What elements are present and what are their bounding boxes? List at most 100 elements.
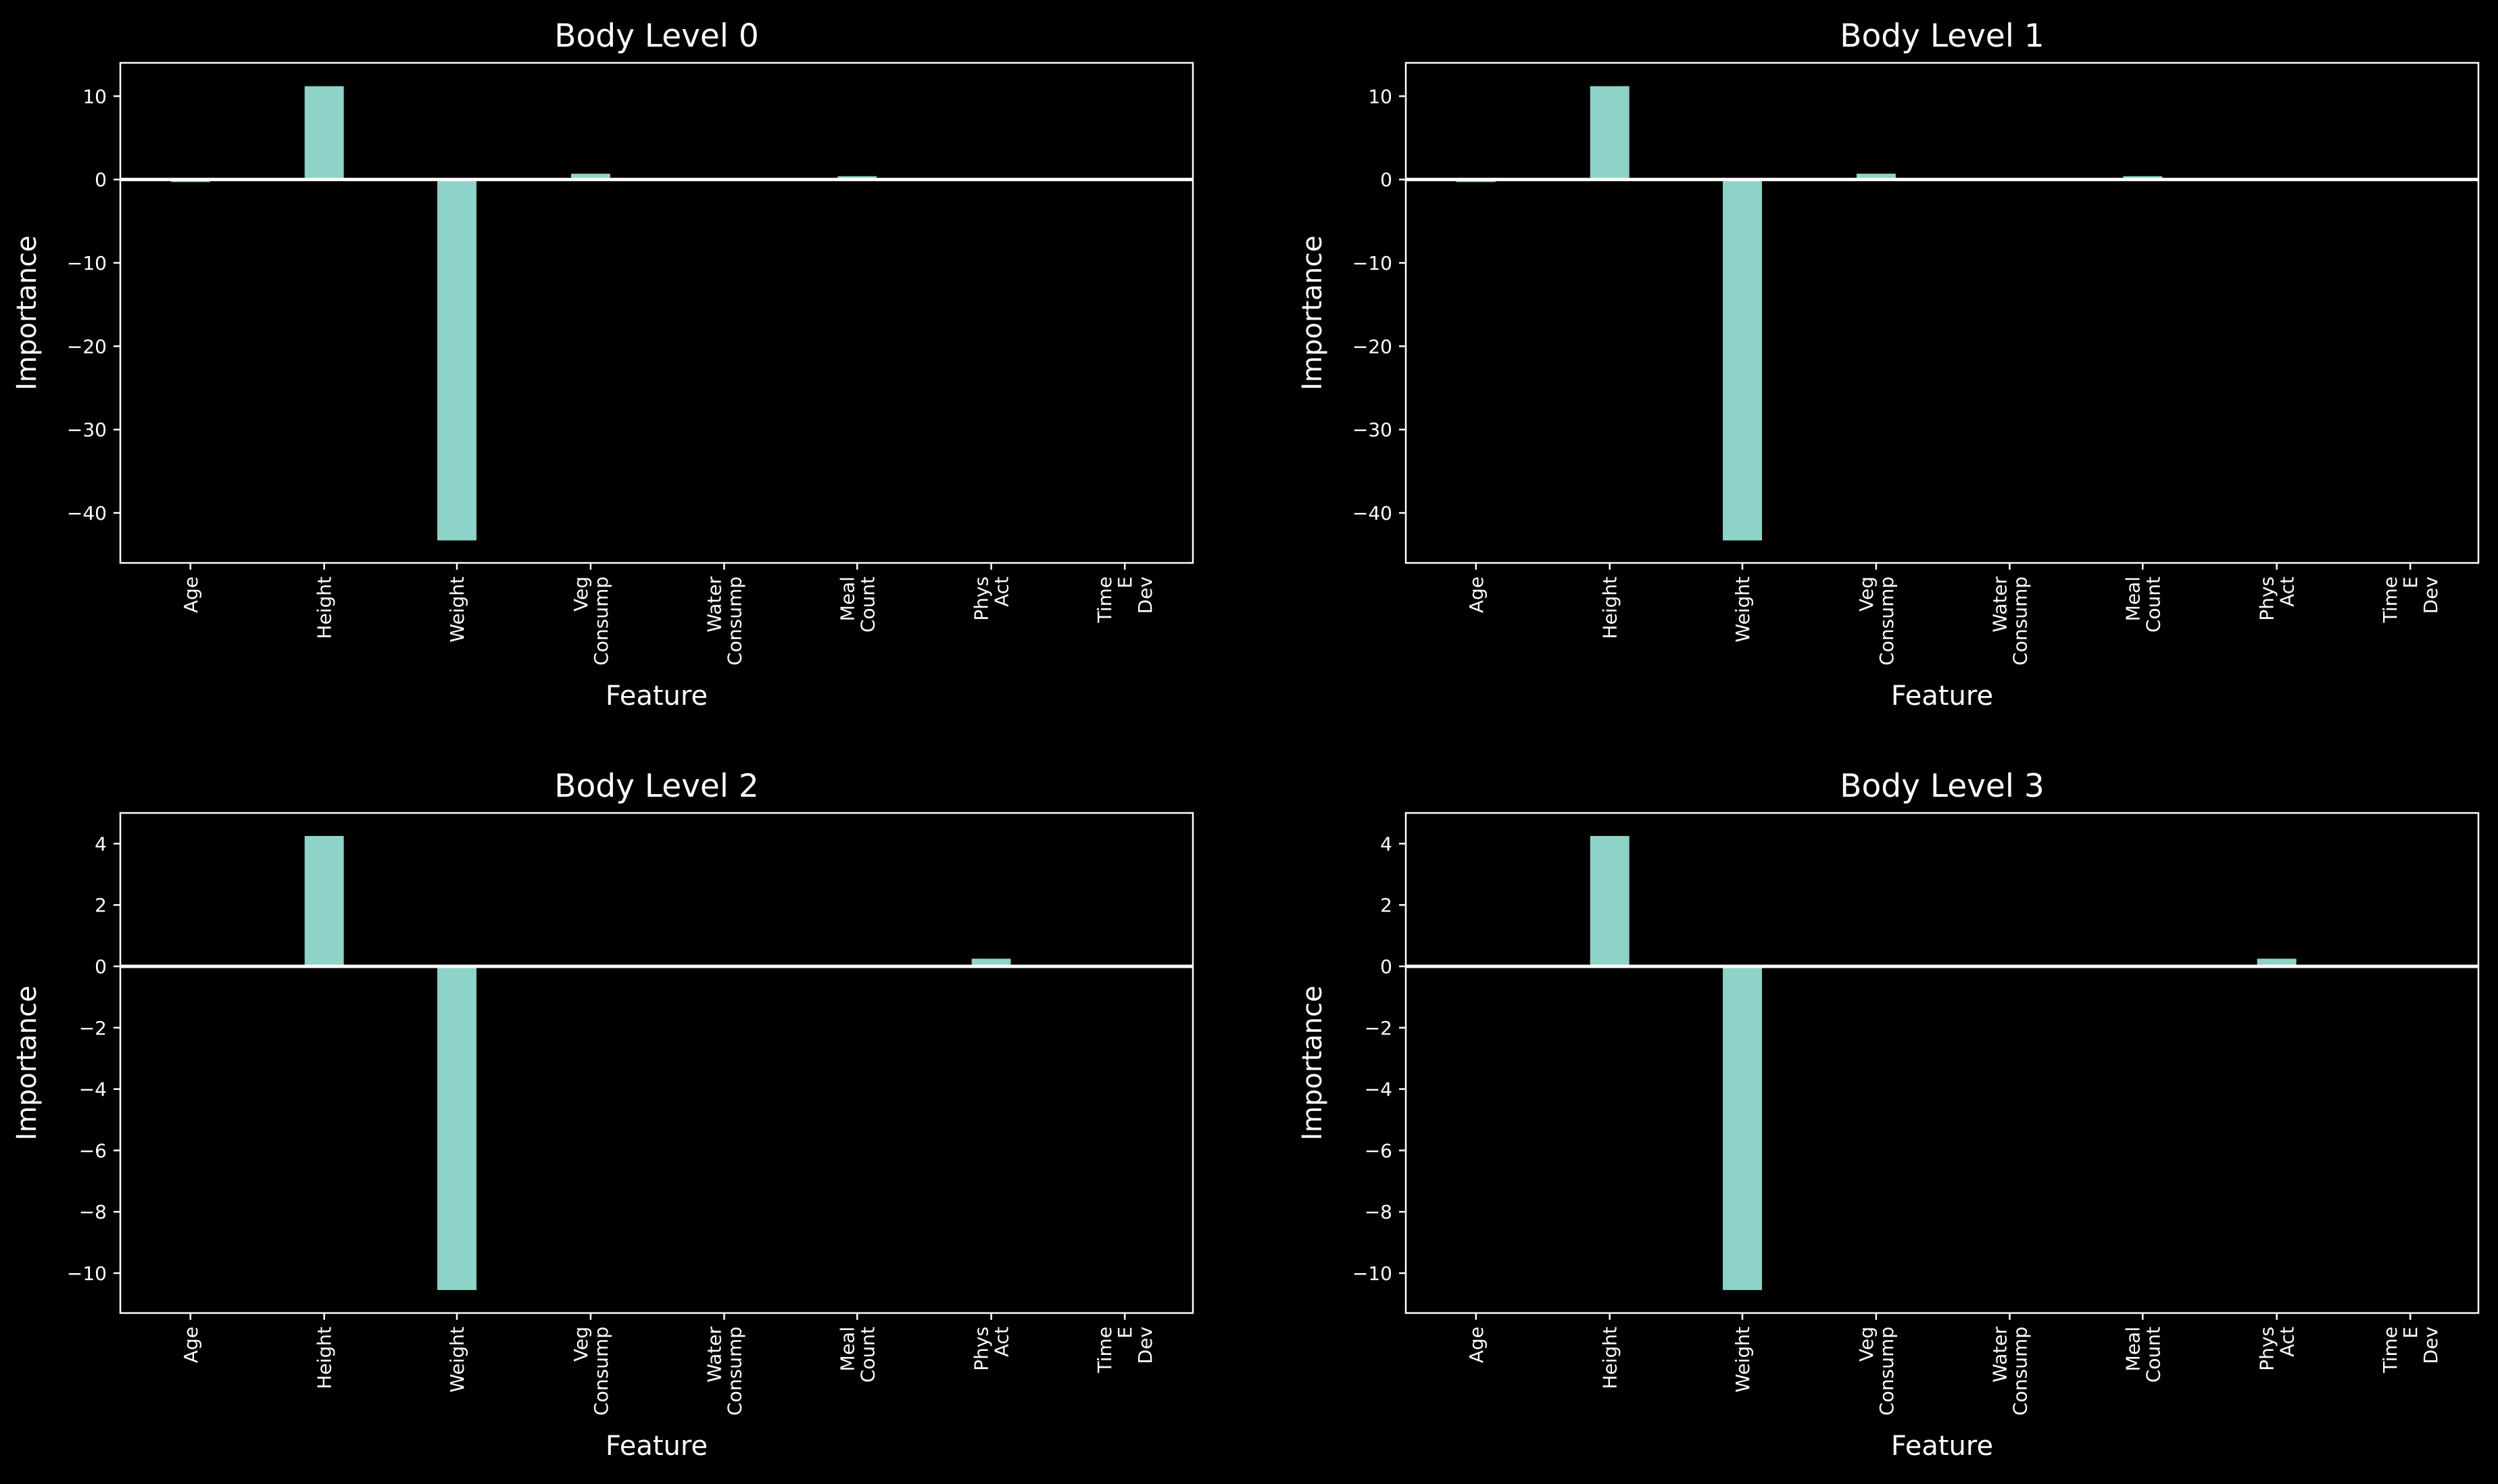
x-tick-label-line: Water	[1988, 576, 2011, 633]
y-tick-label: 0	[95, 956, 107, 978]
x-tick-label: WaterConsump	[703, 576, 745, 666]
x-tick-label-line: Veg	[570, 1327, 592, 1362]
bar	[1723, 966, 1762, 1290]
y-axis-label: Importance	[1297, 985, 1328, 1140]
bar	[304, 836, 344, 966]
x-tick-label-line: Count	[856, 1327, 879, 1383]
y-tick-label: −6	[1365, 1139, 1392, 1162]
x-tick-label-line: Meal	[836, 576, 858, 621]
x-tick-label-line: Act	[991, 576, 1013, 607]
x-tick-label-line: Meal	[836, 1327, 858, 1371]
x-tick-label-line: Weight	[446, 576, 468, 643]
x-tick-label: Age	[180, 576, 202, 613]
x-tick-label: Height	[314, 576, 336, 639]
x-tick-label: VegConsump	[570, 576, 612, 666]
x-tick-label-line: Dev	[1134, 576, 1156, 614]
x-tick-label: Height	[1599, 1327, 1621, 1389]
x-tick-label-line: Consump	[723, 576, 745, 666]
x-tick-label: WaterConsump	[703, 1327, 745, 1416]
x-tick-label: TimeEDev	[1094, 576, 1156, 624]
x-tick-label-line: Height	[314, 1327, 336, 1389]
x-tick-label: Weight	[1732, 576, 1754, 643]
x-tick-label-line: Phys	[2256, 1327, 2278, 1371]
x-tick-label-line: Act	[2276, 576, 2299, 607]
x-tick-label-line: Age	[1465, 576, 1488, 613]
y-tick-label: −4	[1365, 1079, 1392, 1101]
y-tick-label: 0	[95, 169, 107, 191]
y-tick-label: −2	[1365, 1017, 1392, 1039]
x-tick-label: WaterConsump	[1988, 1327, 2031, 1416]
x-tick-label: TimeEDev	[2379, 576, 2442, 624]
x-tick-label-line: Dev	[2420, 1327, 2442, 1364]
x-tick-label-line: Veg	[1855, 576, 1878, 612]
y-tick-label: −10	[67, 1262, 107, 1285]
y-tick-label: 2	[95, 894, 107, 916]
x-tick-label: MealCount	[836, 1327, 879, 1383]
x-tick-label-line: Water	[1988, 1327, 2011, 1383]
x-tick-label-line: E	[2399, 1327, 2422, 1339]
x-tick-label-line: Phys	[2256, 576, 2278, 621]
x-tick-label-line: Consump	[590, 576, 612, 666]
x-tick-label-line: Weight	[1732, 1327, 1754, 1393]
x-tick-label: PhysAct	[2256, 1327, 2299, 1371]
panel-title: Body Level 0	[554, 18, 759, 55]
bar	[1723, 179, 1762, 541]
plot-frame	[1404, 61, 2480, 564]
x-tick-label: MealCount	[2122, 576, 2164, 633]
y-tick-label: 0	[1380, 169, 1392, 191]
x-tick-label-line: Age	[1465, 1327, 1488, 1363]
plot-frame	[1404, 812, 2480, 1314]
x-tick-label-line: Consump	[590, 1327, 612, 1416]
y-tick-label: −30	[67, 419, 107, 441]
bar	[1856, 174, 1896, 180]
x-tick-label: PhysAct	[971, 1327, 1013, 1371]
x-tick-label: VegConsump	[1855, 1327, 1898, 1416]
y-tick-label: −8	[1365, 1201, 1392, 1223]
x-tick-label-line: Time	[1094, 576, 1116, 624]
y-tick-label: −10	[1352, 1262, 1392, 1285]
x-tick-label: MealCount	[836, 576, 879, 633]
x-tick-label-line: Act	[991, 1327, 1013, 1357]
x-tick-label-line: E	[1114, 1327, 1136, 1339]
x-tick-label-line: E	[1114, 576, 1136, 589]
panel-title: Body Level 1	[1840, 18, 2044, 55]
y-tick-label: −20	[1352, 335, 1392, 357]
x-tick-label-line: Water	[703, 576, 725, 633]
x-tick-label: Weight	[1732, 1327, 1754, 1393]
x-tick-label: Age	[1465, 1327, 1488, 1363]
x-tick-label-line: Meal	[2122, 576, 2144, 621]
y-tick-label: −40	[1352, 502, 1392, 524]
x-tick-label-line: Height	[1599, 576, 1621, 639]
y-tick-label: −8	[79, 1201, 107, 1223]
x-tick-label: TimeEDev	[1094, 1327, 1156, 1374]
y-tick-label: 10	[82, 85, 107, 107]
y-axis-label: Importance	[11, 985, 43, 1140]
x-tick-label: PhysAct	[971, 576, 1013, 621]
x-tick-label: Height	[314, 1327, 336, 1389]
x-tick-label-line: Age	[180, 576, 202, 613]
x-axis-label: Feature	[1891, 1431, 1993, 1462]
y-tick-label: −10	[1352, 252, 1392, 274]
x-tick-label-line: E	[2399, 576, 2422, 589]
x-tick-label-line: Water	[703, 1327, 725, 1383]
x-tick-label-line: Count	[856, 576, 879, 633]
y-tick-label: 0	[1380, 956, 1392, 978]
x-tick-label-line: Height	[1599, 1327, 1621, 1389]
x-tick-label: Weight	[446, 1327, 468, 1393]
x-axis-label: Feature	[606, 1431, 708, 1462]
y-tick-label: 4	[95, 833, 107, 855]
bar	[1590, 836, 1630, 966]
y-axis-label: Importance	[1297, 235, 1328, 390]
x-tick-label-line: Time	[2379, 576, 2401, 624]
y-tick-label: 2	[1380, 894, 1392, 916]
x-tick-label-line: Consump	[723, 1327, 745, 1416]
bar	[971, 958, 1011, 966]
y-tick-label: −6	[79, 1139, 107, 1162]
y-axis-label: Importance	[11, 235, 43, 390]
x-tick-label-line: Consump	[2009, 576, 2031, 666]
y-tick-label: −10	[67, 252, 107, 274]
x-tick-label-line: Consump	[2009, 1327, 2031, 1416]
